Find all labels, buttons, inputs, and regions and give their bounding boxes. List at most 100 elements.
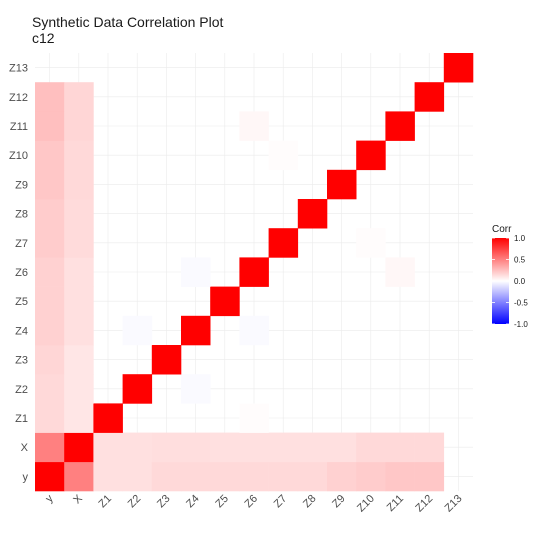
heatmap-cell-Z10-Z2 (123, 141, 153, 171)
heatmap-cell-Z4-Z3 (152, 316, 182, 346)
heatmap-cell-Z1-Z5 (210, 403, 240, 433)
y-tick-label: y (23, 471, 29, 483)
heatmap-cell-Z2-Z10 (356, 374, 386, 404)
heatmap-cell-Z12-Z10 (356, 82, 386, 112)
heatmap-cell-Z1-Z6 (239, 403, 269, 433)
heatmap-cell-Z4-Z11 (385, 316, 415, 346)
x-tick-label: Z9 (330, 493, 348, 511)
heatmap-cell-Z9-Z10 (356, 170, 386, 200)
heatmap-cell-Z3-Z9 (327, 345, 357, 375)
x-tick-label: Z5 (213, 493, 231, 511)
heatmap-cell-Z4-Z1 (93, 316, 123, 346)
heatmap-cell-Z10-Z6 (239, 141, 269, 171)
heatmap-cell-Z4-Z5 (210, 316, 240, 346)
heatmap-cell-Z3-Z11 (385, 345, 415, 375)
heatmap-cell-Z9-Z7 (269, 170, 299, 200)
heatmap-cell-Z8-Z7 (269, 199, 299, 229)
heatmap-cell-y-Z10 (356, 462, 386, 492)
heatmap-cell-Z6-Z10 (356, 257, 386, 287)
y-tick-label: Z1 (15, 413, 28, 425)
heatmap-cell-Z12-Z11 (385, 82, 415, 112)
legend-tick-label: 0.0 (514, 277, 526, 286)
heatmap-cell-Z2-X (64, 374, 94, 404)
legend-tick-label: -1.0 (514, 320, 528, 329)
heatmap-cell-Z4-Z4 (181, 316, 211, 346)
heatmap-cell-Z4-Z10 (356, 316, 386, 346)
heatmap-cell-Z10-Z4 (181, 141, 211, 171)
x-tick-label: y (43, 492, 56, 505)
heatmap-cell-Z12-Z8 (298, 82, 328, 112)
heatmap-cell-Z11-y (35, 111, 65, 140)
heatmap-cell-Z6-Z7 (269, 257, 299, 287)
heatmap-cell-Z1-Z12 (415, 403, 445, 433)
heatmap-cell-Z11-Z1 (93, 111, 123, 140)
heatmap-cell-Z1-Z9 (327, 403, 357, 433)
heatmap-cell-y-y (35, 462, 65, 492)
heatmap-cell-Z6-X (64, 257, 94, 287)
heatmap-cell-Z2-Z1 (93, 374, 123, 404)
heatmap-cell-Z8-X (64, 199, 94, 229)
y-tick-label: Z3 (15, 355, 28, 367)
heatmap-cell-Z11-Z3 (152, 111, 182, 140)
heatmap-cell-Z5-X (64, 287, 94, 317)
heatmap-cell-Z3-Z2 (123, 345, 153, 375)
heatmap-cell-X-Z8 (298, 433, 328, 463)
heatmap-cells (35, 53, 473, 491)
legend: Corr 1.00.50.0-0.5-1.0 (492, 224, 528, 329)
heatmap-cell-Z6-Z11 (385, 257, 415, 287)
heatmap-cell-Z1-Z4 (181, 403, 211, 433)
heatmap-cell-Z2-Z12 (415, 374, 445, 404)
heatmap-cell-Z12-Z3 (152, 82, 182, 112)
x-axis-ticks: y X Z1 Z2 Z3 Z4 Z5 Z6 Z7 Z8 Z9 Z10 Z11 Z12 Z13 (43, 492, 464, 514)
heatmap-cell-Z10-Z8 (298, 141, 328, 171)
heatmap-cell-Z10-Z7 (269, 141, 299, 171)
heatmap-cell-Z10-y (35, 141, 65, 171)
heatmap-cell-Z12-X (64, 82, 94, 112)
heatmap-cell-y-X (64, 462, 94, 492)
x-tick-label: Z3 (155, 493, 173, 511)
heatmap-cell-Z12-Z9 (327, 82, 357, 112)
heatmap-cell-Z6-Z12 (415, 257, 445, 287)
heatmap-cell-Z2-Z8 (298, 374, 328, 404)
heatmap-cell-Z8-Z6 (239, 199, 269, 229)
y-axis-ticks: yXZ1Z2Z3Z4Z5Z6Z7Z8Z9Z10Z11Z12Z13 (9, 63, 29, 484)
heatmap-cell-Z1-X (64, 403, 94, 433)
x-tick-label: Z4 (184, 493, 202, 511)
x-tick-label: Z13 (443, 493, 465, 515)
heatmap-cell-X-Z1 (93, 433, 123, 463)
y-tick-label: Z7 (15, 238, 28, 250)
heatmap-cell-X-Z4 (181, 433, 211, 463)
y-tick-label: Z5 (15, 296, 28, 308)
heatmap-cell-Z4-Z8 (298, 316, 328, 346)
heatmap-cell-Z8-Z4 (181, 199, 211, 229)
heatmap-cell-Z7-Z6 (239, 228, 269, 258)
heatmap-cell-Z2-Z4 (181, 374, 211, 404)
heatmap-cell-Z1-Z8 (298, 403, 328, 433)
heatmap-cell-Z11-Z4 (181, 111, 211, 140)
heatmap-cell-Z2-Z2 (123, 374, 153, 404)
heatmap-cell-Z4-Z12 (415, 316, 445, 346)
x-tick-label: Z12 (413, 493, 435, 515)
heatmap-cell-Z7-Z5 (210, 228, 240, 258)
heatmap-cell-X-Z2 (123, 433, 153, 463)
y-tick-label: Z6 (15, 267, 28, 279)
heatmap-cell-Z8-Z9 (327, 199, 357, 229)
heatmap-cell-y-Z9 (327, 462, 357, 492)
heatmap-cell-Z7-Z12 (415, 228, 445, 258)
heatmap-cell-Z3-Z8 (298, 345, 328, 375)
heatmap-cell-Z4-Z2 (123, 316, 153, 346)
heatmap-cell-Z3-X (64, 345, 94, 375)
heatmap-cell-Z11-Z5 (210, 111, 240, 140)
heatmap-cell-Z2-Z3 (152, 374, 182, 404)
heatmap-cell-Z10-Z1 (93, 141, 123, 171)
heatmap-cell-Z4-Z9 (327, 316, 357, 346)
heatmap-cell-Z8-Z12 (415, 199, 445, 229)
heatmap-cell-Z5-Z9 (327, 287, 357, 317)
heatmap-cell-Z10-X (64, 141, 94, 171)
heatmap-cell-Z7-Z8 (298, 228, 328, 258)
heatmap-cell-Z3-Z10 (356, 345, 386, 375)
heatmap-cell-Z2-Z9 (327, 374, 357, 404)
x-tick-label: Z8 (301, 493, 319, 511)
heatmap-cell-Z11-Z2 (123, 111, 153, 140)
